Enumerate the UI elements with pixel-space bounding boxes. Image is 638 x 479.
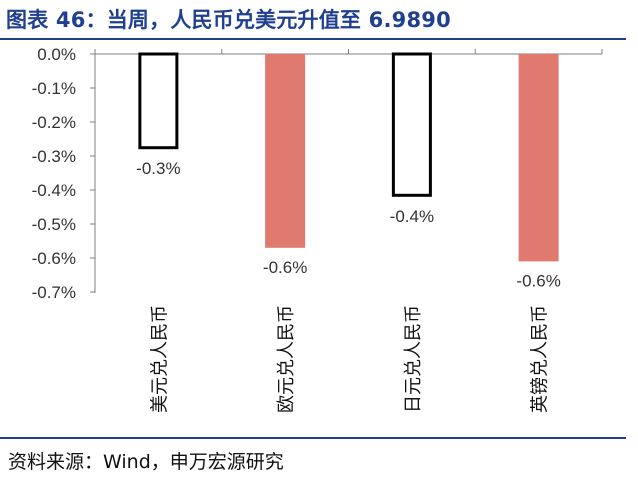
category-label: 日元兑人民币 xyxy=(403,305,423,413)
category-label-group: 欧元兑人民币 xyxy=(276,305,296,413)
y-tick-label: -0.4% xyxy=(32,181,76,200)
data-label: -0.6% xyxy=(516,271,560,290)
source-note: 资料来源：Wind，申万宏源研究 xyxy=(8,451,284,473)
y-tick-label: -0.5% xyxy=(32,215,76,234)
title-underline xyxy=(0,38,626,40)
data-label: -0.3% xyxy=(136,159,180,178)
y-tick-label: -0.6% xyxy=(32,249,76,268)
category-label: 英镑兑人民币 xyxy=(530,305,550,413)
bar xyxy=(265,54,306,248)
category-label-group: 英镑兑人民币 xyxy=(530,305,550,413)
category-label: 美元兑人民币 xyxy=(149,305,169,413)
y-tick-label: -0.1% xyxy=(32,79,76,98)
footer-rule xyxy=(0,437,626,439)
bar xyxy=(518,54,559,262)
bar xyxy=(391,52,432,197)
y-tick-label: 0.0% xyxy=(37,45,76,64)
chart-title: 图表 46：当周，人民币兑美元升值至 6.9890 xyxy=(6,8,451,32)
category-label: 欧元兑人民币 xyxy=(276,305,296,413)
bar xyxy=(138,52,179,150)
y-tick-label: -0.3% xyxy=(32,147,76,166)
data-label: -0.6% xyxy=(263,258,307,277)
category-label-group: 日元兑人民币 xyxy=(403,305,423,413)
y-tick-label: -0.2% xyxy=(32,113,76,132)
data-label: -0.4% xyxy=(390,207,434,226)
category-label-group: 美元兑人民币 xyxy=(149,305,169,413)
y-tick-label: -0.7% xyxy=(32,283,76,302)
